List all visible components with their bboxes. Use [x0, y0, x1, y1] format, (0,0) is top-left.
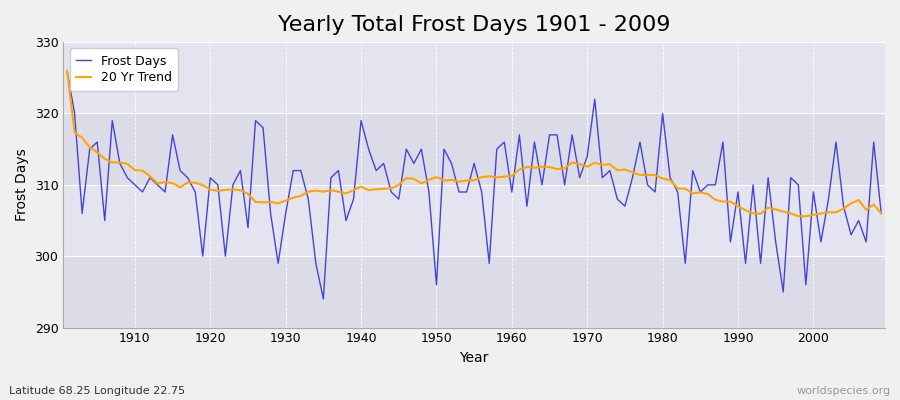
Line: 20 Yr Trend: 20 Yr Trend	[68, 71, 881, 216]
20 Yr Trend	[62, 68, 73, 73]
20 Yr Trend	[793, 214, 804, 219]
Frost Days	[507, 190, 517, 194]
20 Yr Trend	[507, 174, 517, 178]
Text: Latitude 68.25 Longitude 22.75: Latitude 68.25 Longitude 22.75	[9, 386, 185, 396]
Title: Yearly Total Frost Days 1901 - 2009: Yearly Total Frost Days 1901 - 2009	[278, 15, 670, 35]
Frost Days	[340, 218, 351, 223]
Y-axis label: Frost Days: Frost Days	[15, 148, 29, 221]
20 Yr Trend	[122, 162, 133, 166]
Frost Days	[876, 211, 886, 216]
Frost Days	[318, 297, 328, 302]
Text: worldspecies.org: worldspecies.org	[796, 386, 891, 396]
Legend: Frost Days, 20 Yr Trend: Frost Days, 20 Yr Trend	[69, 48, 178, 91]
Frost Days	[288, 168, 299, 173]
Line: Frost Days: Frost Days	[68, 71, 881, 299]
20 Yr Trend	[288, 195, 299, 200]
Frost Days	[62, 68, 73, 73]
20 Yr Trend	[333, 189, 344, 194]
20 Yr Trend	[597, 162, 608, 167]
Frost Days	[122, 175, 133, 180]
Frost Days	[514, 132, 525, 137]
Bar	[63, 114, 885, 185]
20 Yr Trend	[876, 211, 886, 216]
Bar	[63, 42, 885, 114]
20 Yr Trend	[499, 174, 509, 179]
X-axis label: Year: Year	[460, 351, 489, 365]
Bar	[63, 256, 885, 328]
Bar	[63, 185, 885, 256]
Frost Days	[605, 168, 616, 173]
